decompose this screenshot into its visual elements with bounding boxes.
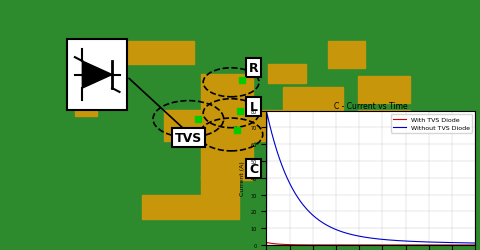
Line: With TVS Diode: With TVS Diode — [266, 242, 475, 245]
FancyBboxPatch shape — [283, 200, 328, 219]
Text: TVS: TVS — [175, 131, 202, 144]
Without TVS Diode — [377, 238, 383, 241]
Title: C - Current vs Time: C - Current vs Time — [334, 102, 408, 110]
With TVS Diode — [363, 244, 369, 246]
FancyBboxPatch shape — [328, 42, 365, 68]
Legend: With TVS Diode, Without TVS Diode: With TVS Diode, Without TVS Diode — [391, 114, 472, 133]
FancyBboxPatch shape — [358, 76, 410, 103]
FancyBboxPatch shape — [358, 111, 410, 149]
FancyBboxPatch shape — [142, 196, 202, 219]
Line: Without TVS Diode: Without TVS Diode — [266, 113, 475, 245]
Text: L: L — [250, 100, 257, 114]
FancyBboxPatch shape — [75, 59, 97, 116]
Without TVS Diode — [264, 112, 270, 115]
Without TVS Diode — [264, 244, 269, 246]
Without TVS Diode — [468, 242, 473, 244]
FancyBboxPatch shape — [268, 65, 305, 84]
With TVS Diode — [468, 244, 473, 246]
Without TVS Diode — [472, 242, 478, 244]
Without TVS Diode — [364, 236, 370, 239]
Text: R: R — [249, 62, 258, 75]
With TVS Diode — [364, 244, 370, 246]
Polygon shape — [83, 62, 112, 89]
With TVS Diode — [264, 241, 270, 244]
With TVS Diode — [472, 244, 478, 246]
Y-axis label: Current (A): Current (A) — [240, 161, 245, 196]
FancyBboxPatch shape — [202, 176, 239, 219]
Without TVS Diode — [435, 241, 441, 244]
Without TVS Diode — [363, 236, 369, 239]
Text: C: C — [249, 162, 258, 175]
With TVS Diode — [388, 244, 394, 246]
FancyBboxPatch shape — [67, 40, 127, 111]
FancyBboxPatch shape — [164, 111, 294, 142]
FancyBboxPatch shape — [283, 88, 343, 142]
FancyBboxPatch shape — [202, 74, 253, 180]
With TVS Diode — [377, 244, 383, 246]
With TVS Diode — [264, 244, 269, 246]
FancyBboxPatch shape — [358, 157, 387, 188]
FancyBboxPatch shape — [75, 42, 194, 65]
With TVS Diode — [435, 244, 441, 246]
Without TVS Diode — [388, 239, 394, 242]
